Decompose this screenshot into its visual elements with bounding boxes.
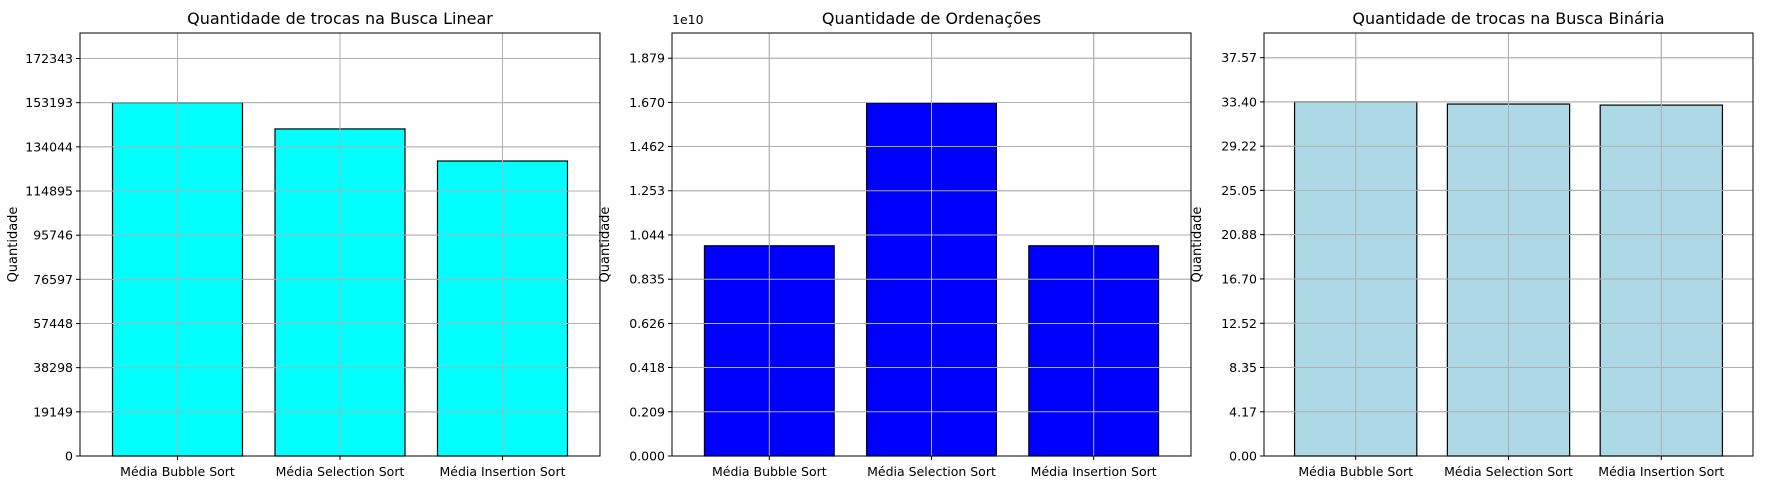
y-tick-label: 16.70	[1221, 271, 1257, 286]
y-tick-label: 33.40	[1221, 94, 1257, 109]
chart-title: Quantidade de trocas na Busca Binária	[1352, 9, 1664, 28]
y-axis-label: Quantidade	[6, 207, 21, 283]
x-tick-label: Média Insertion Sort	[1031, 464, 1157, 479]
y-tick-label: 12.52	[1221, 316, 1257, 331]
y-offset-label: 1e10	[672, 12, 704, 27]
y-tick-label: 0.209	[629, 404, 665, 419]
x-tick-label: Média Selection Sort	[1444, 464, 1573, 479]
y-tick-label: 76597	[33, 272, 73, 287]
y-tick-label: 172343	[25, 51, 73, 66]
chart-1: 0 19149 38298 57448 76597 95746 114895 134044 15…	[6, 9, 601, 479]
y-tick-label: 95746	[33, 228, 73, 243]
y-tick-label: 1.462	[629, 139, 665, 154]
y-tick-label: 0.835	[629, 272, 665, 287]
chart-title: Quantidade de trocas na Busca Linear	[187, 9, 493, 28]
y-tick-label: 1.879	[629, 51, 665, 66]
y-tick-label: 8.35	[1229, 360, 1257, 375]
chart-3: 0.00 4.17 8.35 12.52 16.70 20.88 25.05 29.22 33.…	[1190, 9, 1754, 479]
y-axis-label: Quantidade	[598, 207, 613, 283]
y-tick-label: 57448	[33, 316, 73, 331]
y-tick-label: 37.57	[1221, 50, 1257, 65]
y-tick-label: 0.626	[629, 316, 665, 331]
y-tick-label: 20.88	[1221, 227, 1257, 242]
chart-title: Quantidade de Ordenações	[822, 9, 1041, 28]
x-tick-label: Média Bubble Sort	[1298, 464, 1413, 479]
y-axis-label: Quantidade	[1190, 207, 1205, 283]
y-tick-label: 0.418	[629, 360, 665, 375]
y-tick-label: 19149	[33, 404, 73, 419]
y-tick-label: 0.00	[1229, 449, 1257, 464]
y-tick-label: 0	[65, 449, 73, 464]
x-tick-label: Média Insertion Sort	[1598, 464, 1724, 479]
y-tick-label: 38298	[33, 360, 73, 375]
y-tick-label: 1.670	[629, 95, 665, 110]
y-tick-label: 1.253	[629, 183, 665, 198]
y-tick-label: 114895	[25, 184, 73, 199]
y-tick-label: 134044	[25, 139, 73, 154]
y-tick-label: 1.044	[629, 227, 665, 242]
x-tick-label: Média Selection Sort	[867, 464, 996, 479]
x-tick-label: Média Insertion Sort	[439, 464, 565, 479]
x-tick-label: Média Bubble Sort	[712, 464, 827, 479]
chart-2: 0.000 0.209 0.418 0.626 0.835 1.044 1.253 1.462…	[598, 9, 1192, 479]
x-tick-label: Média Bubble Sort	[120, 464, 235, 479]
y-tick-label: 153193	[25, 95, 73, 110]
x-tick-label: Média Selection Sort	[276, 464, 405, 479]
y-tick-label: 0.000	[629, 449, 665, 464]
y-tick-label: 25.05	[1221, 183, 1257, 198]
y-tick-label: 4.17	[1229, 404, 1257, 419]
y-tick-label: 29.22	[1221, 139, 1257, 154]
